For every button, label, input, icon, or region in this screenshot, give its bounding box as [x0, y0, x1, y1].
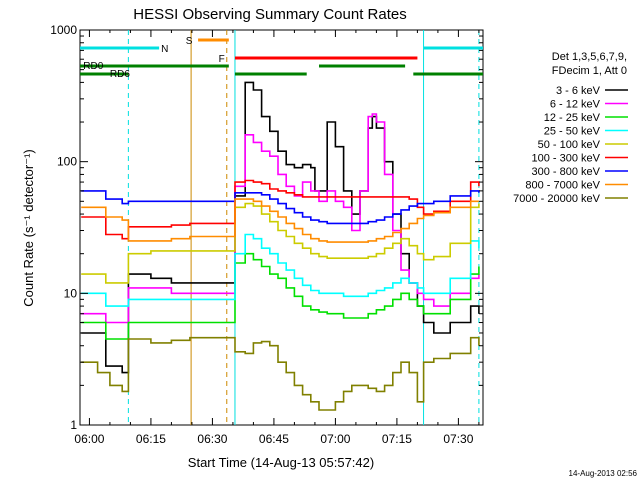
- flag-label-rd0: RD0: [83, 61, 103, 72]
- time-markers: [127, 30, 480, 425]
- series-line-3: [81, 252, 480, 340]
- series-line-8: [81, 198, 479, 243]
- legend-label-8: 800 - 7000 keV: [525, 180, 600, 192]
- legend: Det 1,3,5,6,7,9, FDecim 1, Att 0 3 - 6 keV…: [513, 51, 628, 205]
- flag-bars: N S F RD0 RD6: [80, 36, 483, 80]
- y-axis: 1 10 100 1000: [50, 23, 483, 432]
- x-tick-label-7: 07:30: [443, 432, 473, 446]
- legend-label-2: 6 - 12 keV: [550, 99, 601, 111]
- x-tick-label-2: 06:15: [136, 432, 166, 446]
- chart-title: HESSI Observing Summary Count Rates: [133, 6, 406, 23]
- legend-label-7: 300 - 800 keV: [532, 166, 601, 178]
- series-line-7: [81, 190, 480, 225]
- x-tick-label-5: 07:00: [320, 432, 350, 446]
- x-tick-label-6: 07:15: [382, 432, 412, 446]
- x-tick-label-3: 06:30: [197, 432, 227, 446]
- series-layer: [81, 81, 480, 411]
- legend-label-5: 50 - 100 keV: [538, 139, 601, 151]
- series-line-5: [81, 202, 480, 284]
- x-axis-label: Start Time (14-Aug-13 05:57:42): [188, 455, 374, 470]
- x-tick-label-4: 06:45: [259, 432, 289, 446]
- y-tick-label-2: 10: [64, 286, 78, 300]
- legend-label-1: 3 - 6 keV: [556, 85, 601, 97]
- legend-label-9: 7000 - 20000 keV: [513, 193, 601, 205]
- plot-area: N S F RD0 RD6: [79, 29, 484, 426]
- flag-label-f: F: [219, 54, 225, 65]
- legend-label-6: 100 - 300 keV: [532, 153, 601, 165]
- legend-header-2: FDecim 1, Att 0: [552, 65, 627, 77]
- flag-label-rd6: RD6: [110, 69, 130, 80]
- flag-label-n: N: [161, 44, 168, 55]
- x-tick-label-1: 06:00: [74, 432, 104, 446]
- legend-header-1: Det 1,3,5,6,7,9,: [552, 51, 627, 63]
- footer-stamp: 14-Aug-2013 02:56: [569, 469, 638, 478]
- plot-frame: [79, 29, 484, 426]
- series-line-6: [81, 179, 480, 240]
- series-line-4: [81, 233, 480, 307]
- legend-label-3: 12 - 25 keV: [544, 112, 601, 124]
- y-axis-label: Count Rate (s⁻¹ detector⁻¹): [21, 149, 36, 307]
- flag-label-s: S: [186, 36, 193, 47]
- y-tick-label-3: 100: [57, 155, 77, 169]
- y-tick-label-4: 1000: [50, 23, 77, 37]
- legend-label-4: 25 - 50 keV: [544, 126, 601, 138]
- y-tick-label-1: 1: [70, 418, 77, 432]
- x-axis: 06:00 06:15 06:30 06:45 07:00 07:15 07:30: [74, 30, 480, 446]
- series-line-9: [81, 336, 480, 411]
